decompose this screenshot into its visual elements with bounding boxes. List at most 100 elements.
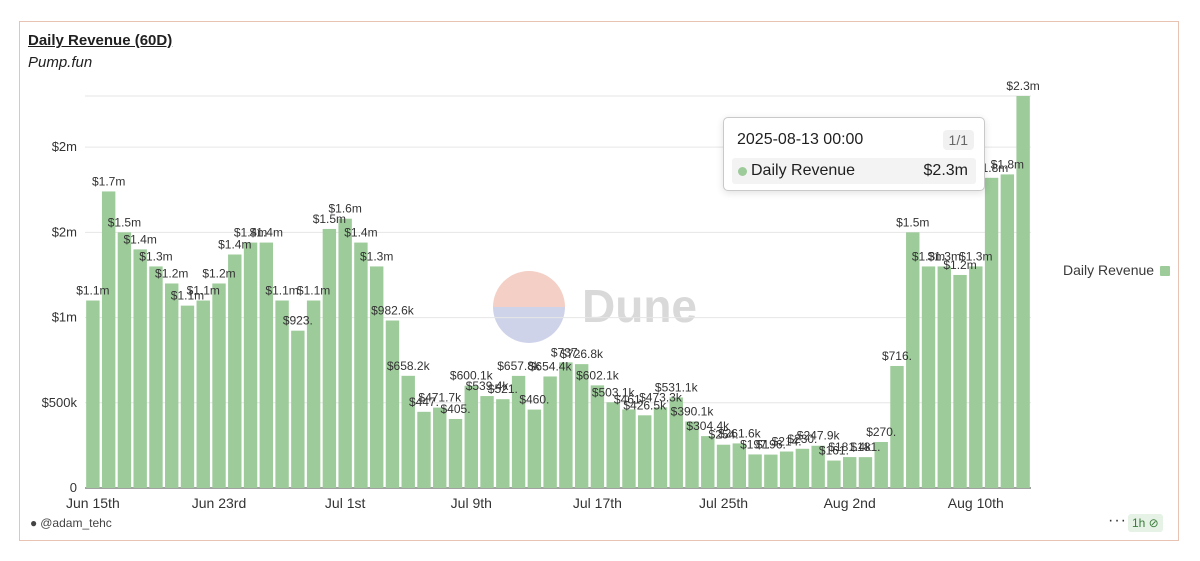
legend-item[interactable]: Daily Revenue bbox=[1063, 262, 1171, 278]
bar bbox=[574, 364, 589, 488]
data-label: $460. bbox=[519, 393, 549, 407]
y-tick-label: 0 bbox=[70, 480, 77, 495]
data-label: $230. bbox=[787, 432, 817, 446]
refresh-badge[interactable]: 1h ⊘ bbox=[1128, 514, 1163, 532]
data-label: $1.4m bbox=[250, 226, 283, 240]
data-label: $214. bbox=[772, 435, 802, 449]
data-label: $503.1k bbox=[592, 385, 636, 399]
data-label: $1.1m bbox=[76, 284, 109, 298]
bar bbox=[511, 375, 526, 488]
data-label: $1.1m bbox=[265, 284, 298, 298]
data-label: $1.3m bbox=[912, 249, 945, 263]
x-tick-label: Jul 9th bbox=[451, 495, 492, 511]
bar bbox=[906, 232, 920, 488]
bar bbox=[543, 376, 557, 488]
chart-title[interactable]: Daily Revenue (60D) bbox=[28, 32, 173, 49]
bar bbox=[953, 274, 967, 488]
data-label: $181.4k bbox=[828, 440, 872, 454]
data-label: $1.5m bbox=[896, 215, 929, 229]
data-label: $923. bbox=[283, 314, 313, 328]
bar bbox=[638, 415, 652, 488]
bar bbox=[622, 409, 636, 488]
bar bbox=[401, 375, 415, 488]
watermark-text: Dune bbox=[582, 280, 697, 332]
bar bbox=[827, 460, 841, 488]
bar bbox=[779, 451, 794, 488]
data-label: $161. bbox=[819, 444, 849, 458]
watermark-logo-bottom bbox=[493, 307, 565, 343]
data-label: $531.1k bbox=[655, 380, 699, 394]
bar bbox=[306, 300, 321, 488]
bar bbox=[259, 242, 274, 488]
author[interactable]: ● @adam_tehc bbox=[30, 516, 112, 530]
data-label: $1.3m bbox=[959, 249, 992, 263]
bar bbox=[322, 228, 337, 488]
avatar-icon: ● bbox=[30, 516, 38, 530]
data-label: $654.4k bbox=[529, 359, 573, 373]
data-label: $304.4k bbox=[686, 419, 730, 433]
bar bbox=[921, 266, 936, 488]
bar bbox=[196, 300, 210, 488]
tooltip-date: 2025-08-13 00:00 bbox=[737, 131, 864, 148]
bar bbox=[590, 385, 605, 488]
bar bbox=[811, 445, 825, 488]
bar bbox=[228, 254, 242, 488]
data-label: $1.4m bbox=[344, 226, 377, 240]
y-axis-labels: 0 $500k $1m $2m $2m bbox=[42, 139, 78, 495]
bar bbox=[669, 397, 683, 488]
bar bbox=[685, 421, 699, 488]
data-label: $197. bbox=[740, 437, 770, 451]
legend-swatch-icon bbox=[1160, 266, 1171, 276]
grid-lines bbox=[85, 95, 1031, 489]
bar bbox=[86, 300, 100, 488]
data-label: $726.8k bbox=[560, 347, 604, 361]
tooltip-row: Daily Revenue $2.3m bbox=[732, 158, 976, 184]
chart-subtitle: Pump.fun bbox=[28, 54, 93, 71]
tooltip-series-name: Daily Revenue bbox=[751, 162, 856, 179]
x-tick-label: Jun 15th bbox=[66, 495, 120, 511]
bar bbox=[795, 448, 810, 488]
y-tick-label: $1m bbox=[52, 310, 77, 325]
bar bbox=[764, 454, 778, 488]
data-label: $1.3m bbox=[360, 249, 393, 263]
bar bbox=[969, 266, 983, 488]
dune-watermark: Dune bbox=[493, 271, 697, 343]
bar bbox=[417, 411, 431, 488]
data-label: $539.4k bbox=[466, 379, 510, 393]
bar bbox=[165, 283, 179, 488]
bar bbox=[291, 330, 305, 488]
data-label: $1.2m bbox=[943, 258, 976, 272]
data-label: $982.6k bbox=[371, 304, 415, 318]
data-label: $1.1m bbox=[297, 284, 330, 298]
bar bbox=[748, 454, 762, 488]
series-dot-icon bbox=[738, 167, 747, 176]
more-options-button[interactable]: ··· bbox=[1108, 512, 1127, 529]
y-tick-label: $2m bbox=[52, 224, 77, 239]
bar bbox=[354, 242, 368, 488]
x-tick-label: Jun 23rd bbox=[192, 495, 246, 511]
data-label: $1.6m bbox=[328, 202, 361, 216]
data-label: $196. bbox=[756, 438, 786, 452]
data-label: $261.6k bbox=[718, 426, 762, 440]
bar bbox=[385, 320, 400, 488]
bar bbox=[101, 191, 116, 488]
data-label: $1.5m bbox=[313, 212, 346, 226]
bar bbox=[448, 418, 463, 488]
data-label: $1.7m bbox=[92, 174, 125, 188]
x-tick-label: Jul 25th bbox=[699, 495, 748, 511]
data-label: $1.5m bbox=[108, 215, 141, 229]
data-label: $1.4m bbox=[234, 226, 267, 240]
data-label: $521. bbox=[488, 382, 518, 396]
bar bbox=[716, 444, 731, 488]
watermark-logo-top bbox=[493, 271, 565, 307]
bars bbox=[86, 96, 1030, 488]
bar bbox=[874, 441, 888, 488]
bar bbox=[527, 409, 542, 488]
data-label: $270. bbox=[866, 425, 896, 439]
author-handle: @adam_tehc bbox=[40, 516, 112, 530]
bar bbox=[606, 402, 620, 488]
bar bbox=[937, 266, 951, 488]
data-label: $247.9k bbox=[797, 429, 841, 443]
x-tick-label: Jul 17th bbox=[573, 495, 622, 511]
bar bbox=[369, 266, 384, 488]
